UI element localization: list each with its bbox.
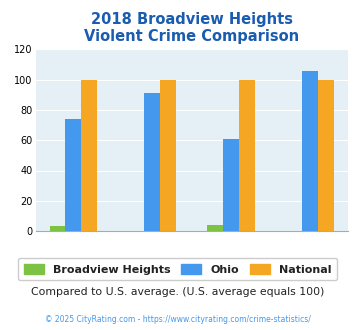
Bar (318, 80, 334, 231)
Bar (81, 80, 97, 231)
Legend: Broadview Heights, Ohio, National: Broadview Heights, Ohio, National (18, 258, 337, 280)
Bar (50, 226, 65, 231)
Bar (160, 80, 176, 231)
Title: 2018 Broadview Heights
Violent Crime Comparison: 2018 Broadview Heights Violent Crime Com… (84, 12, 299, 44)
Bar (239, 80, 255, 231)
Text: Compared to U.S. average. (U.S. average equals 100): Compared to U.S. average. (U.S. average … (31, 287, 324, 297)
Bar (65, 119, 81, 231)
Text: © 2025 CityRating.com - https://www.cityrating.com/crime-statistics/: © 2025 CityRating.com - https://www.city… (45, 315, 310, 324)
Bar (302, 71, 318, 231)
Bar (144, 93, 160, 231)
Bar (223, 139, 239, 231)
Bar (207, 225, 223, 231)
